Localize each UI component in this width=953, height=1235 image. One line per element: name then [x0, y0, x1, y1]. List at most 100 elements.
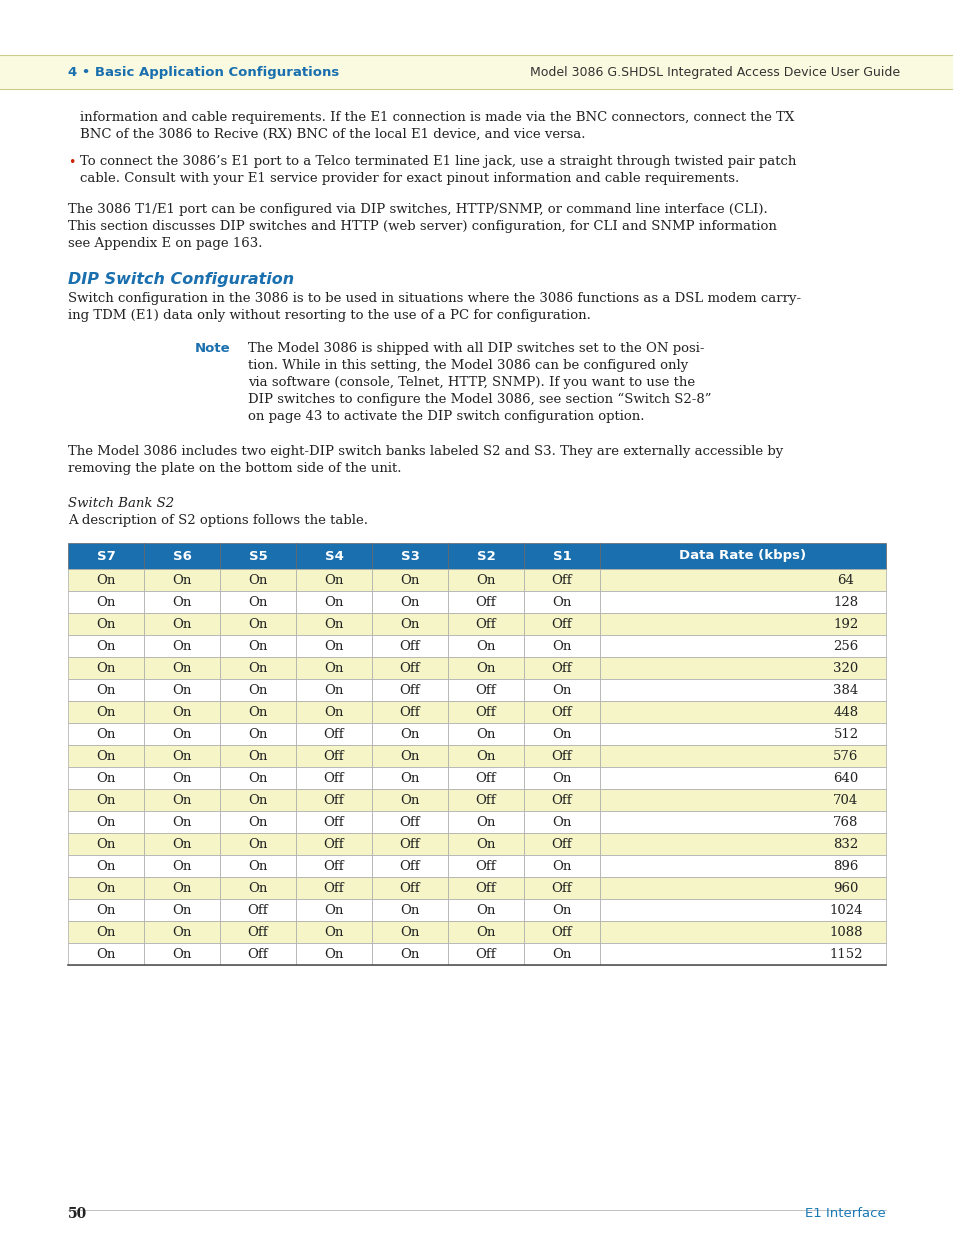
Bar	[295, 899, 372, 921]
Bar	[523, 877, 599, 899]
Bar	[295, 921, 372, 944]
Text: On: On	[400, 772, 419, 784]
Text: S5: S5	[249, 550, 267, 562]
Text: On: On	[400, 595, 419, 609]
Text: On: On	[96, 595, 115, 609]
Bar	[448, 832, 523, 855]
Bar	[599, 899, 885, 921]
Text: 1024: 1024	[828, 904, 862, 916]
Text: On: On	[248, 640, 268, 652]
Bar	[523, 701, 599, 722]
Text: On: On	[172, 573, 192, 587]
Bar	[68, 569, 144, 592]
Bar	[448, 899, 523, 921]
Bar	[295, 745, 372, 767]
Bar	[68, 592, 144, 613]
Text: On: On	[324, 662, 343, 674]
Bar	[68, 701, 144, 722]
Text: On: On	[400, 573, 419, 587]
Text: 50: 50	[68, 1207, 87, 1221]
Text: On: On	[96, 882, 115, 894]
Bar	[523, 569, 599, 592]
Bar	[295, 811, 372, 832]
Text: The Model 3086 includes two eight-DIP switch banks labeled S2 and S3. They are e: The Model 3086 includes two eight-DIP sw…	[68, 445, 782, 458]
Bar	[523, 543, 599, 569]
Text: 704: 704	[833, 794, 858, 806]
Text: S1: S1	[552, 550, 571, 562]
Bar	[372, 944, 448, 965]
Bar	[448, 921, 523, 944]
Bar	[599, 657, 885, 679]
Bar	[220, 745, 295, 767]
Text: cable. Consult with your E1 service provider for exact pinout information and ca: cable. Consult with your E1 service prov…	[80, 172, 739, 185]
Text: On: On	[172, 640, 192, 652]
Bar	[295, 877, 372, 899]
Text: On: On	[248, 772, 268, 784]
Bar	[372, 722, 448, 745]
Text: On: On	[552, 772, 571, 784]
Text: Off: Off	[399, 662, 420, 674]
Text: Off: Off	[551, 618, 572, 631]
Bar	[144, 921, 220, 944]
Bar	[599, 944, 885, 965]
Text: Model 3086 G.SHDSL Integrated Access Device User Guide: Model 3086 G.SHDSL Integrated Access Dev…	[530, 65, 900, 79]
Bar	[448, 635, 523, 657]
Bar	[295, 657, 372, 679]
Bar	[448, 679, 523, 701]
Bar	[448, 657, 523, 679]
Text: S6: S6	[172, 550, 192, 562]
Text: On: On	[476, 837, 496, 851]
Bar	[448, 613, 523, 635]
Bar	[523, 679, 599, 701]
Text: On: On	[172, 595, 192, 609]
Text: Off: Off	[551, 882, 572, 894]
Text: On: On	[248, 595, 268, 609]
Text: On: On	[400, 947, 419, 961]
Text: Off: Off	[551, 705, 572, 719]
Text: On: On	[172, 925, 192, 939]
Bar	[448, 592, 523, 613]
Text: On: On	[172, 794, 192, 806]
Bar	[599, 767, 885, 789]
Text: On: On	[552, 727, 571, 741]
Bar	[523, 657, 599, 679]
Text: see Appendix E on page 163.: see Appendix E on page 163.	[68, 237, 262, 249]
Bar	[372, 701, 448, 722]
Bar	[372, 789, 448, 811]
Text: Off: Off	[399, 640, 420, 652]
Text: On: On	[400, 904, 419, 916]
Bar	[144, 657, 220, 679]
Text: On: On	[172, 860, 192, 872]
Bar	[448, 789, 523, 811]
Bar	[144, 543, 220, 569]
Text: On: On	[96, 925, 115, 939]
Bar	[220, 701, 295, 722]
Text: via software (console, Telnet, HTTP, SNMP). If you want to use the: via software (console, Telnet, HTTP, SNM…	[248, 375, 695, 389]
Bar	[220, 722, 295, 745]
Text: Off: Off	[323, 727, 344, 741]
Text: information and cable requirements. If the E1 connection is made via the BNC con: information and cable requirements. If t…	[80, 111, 794, 124]
Text: On: On	[96, 640, 115, 652]
Bar	[372, 613, 448, 635]
Bar	[220, 832, 295, 855]
Text: 640: 640	[833, 772, 858, 784]
Text: On: On	[324, 618, 343, 631]
Bar	[220, 657, 295, 679]
Text: Off: Off	[248, 925, 268, 939]
Text: On: On	[552, 595, 571, 609]
Text: On: On	[248, 750, 268, 762]
Text: On: On	[172, 904, 192, 916]
Bar	[523, 767, 599, 789]
Text: Off: Off	[476, 618, 496, 631]
Bar	[220, 811, 295, 832]
Text: On: On	[96, 727, 115, 741]
Text: E1 Interface: E1 Interface	[804, 1207, 885, 1220]
Bar	[220, 592, 295, 613]
Text: Off: Off	[248, 947, 268, 961]
Text: tion. While in this setting, the Model 3086 can be configured only: tion. While in this setting, the Model 3…	[248, 359, 687, 372]
Bar	[599, 789, 885, 811]
Bar	[523, 789, 599, 811]
Text: On: On	[172, 727, 192, 741]
Bar	[68, 745, 144, 767]
Bar	[295, 635, 372, 657]
